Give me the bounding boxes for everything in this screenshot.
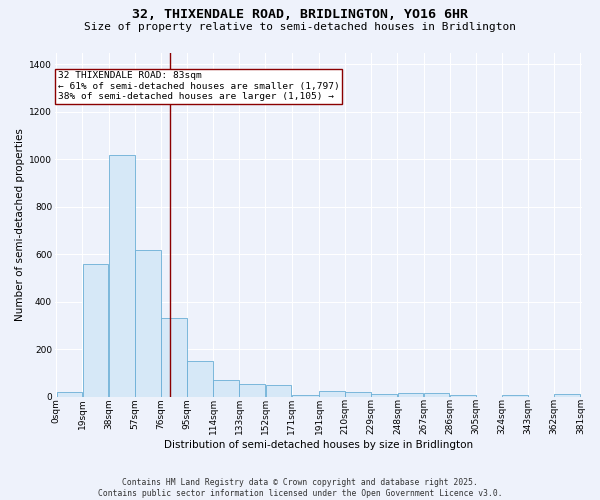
Bar (266, 385, 292, 396)
Text: Size of property relative to semi-detached houses in Bridlington: Size of property relative to semi-detach… (84, 22, 516, 32)
Bar (319, 390, 345, 396)
Text: Contains HM Land Registry data © Crown copyright and database right 2025.
Contai: Contains HM Land Registry data © Crown c… (98, 478, 502, 498)
Bar (424, 393, 449, 396)
X-axis label: Distribution of semi-detached houses by size in Bridlington: Distribution of semi-detached houses by … (164, 440, 473, 450)
Text: 32 THIXENDALE ROAD: 83sqm
← 61% of semi-detached houses are smaller (1,797)
38% : 32 THIXENDALE ROAD: 83sqm ← 61% of semi-… (58, 72, 340, 102)
Bar (56, 392, 82, 396)
Bar (161, 318, 187, 396)
Bar (239, 384, 265, 396)
Bar (554, 394, 580, 396)
Y-axis label: Number of semi-detached properties: Number of semi-detached properties (15, 128, 25, 321)
Bar (83, 264, 109, 396)
Bar (346, 392, 371, 396)
Bar (398, 393, 424, 396)
Bar (214, 380, 239, 396)
Text: 32, THIXENDALE ROAD, BRIDLINGTON, YO16 6HR: 32, THIXENDALE ROAD, BRIDLINGTON, YO16 6… (132, 8, 468, 20)
Bar (109, 154, 134, 396)
Bar (135, 250, 161, 396)
Bar (371, 394, 397, 396)
Bar (187, 361, 213, 396)
